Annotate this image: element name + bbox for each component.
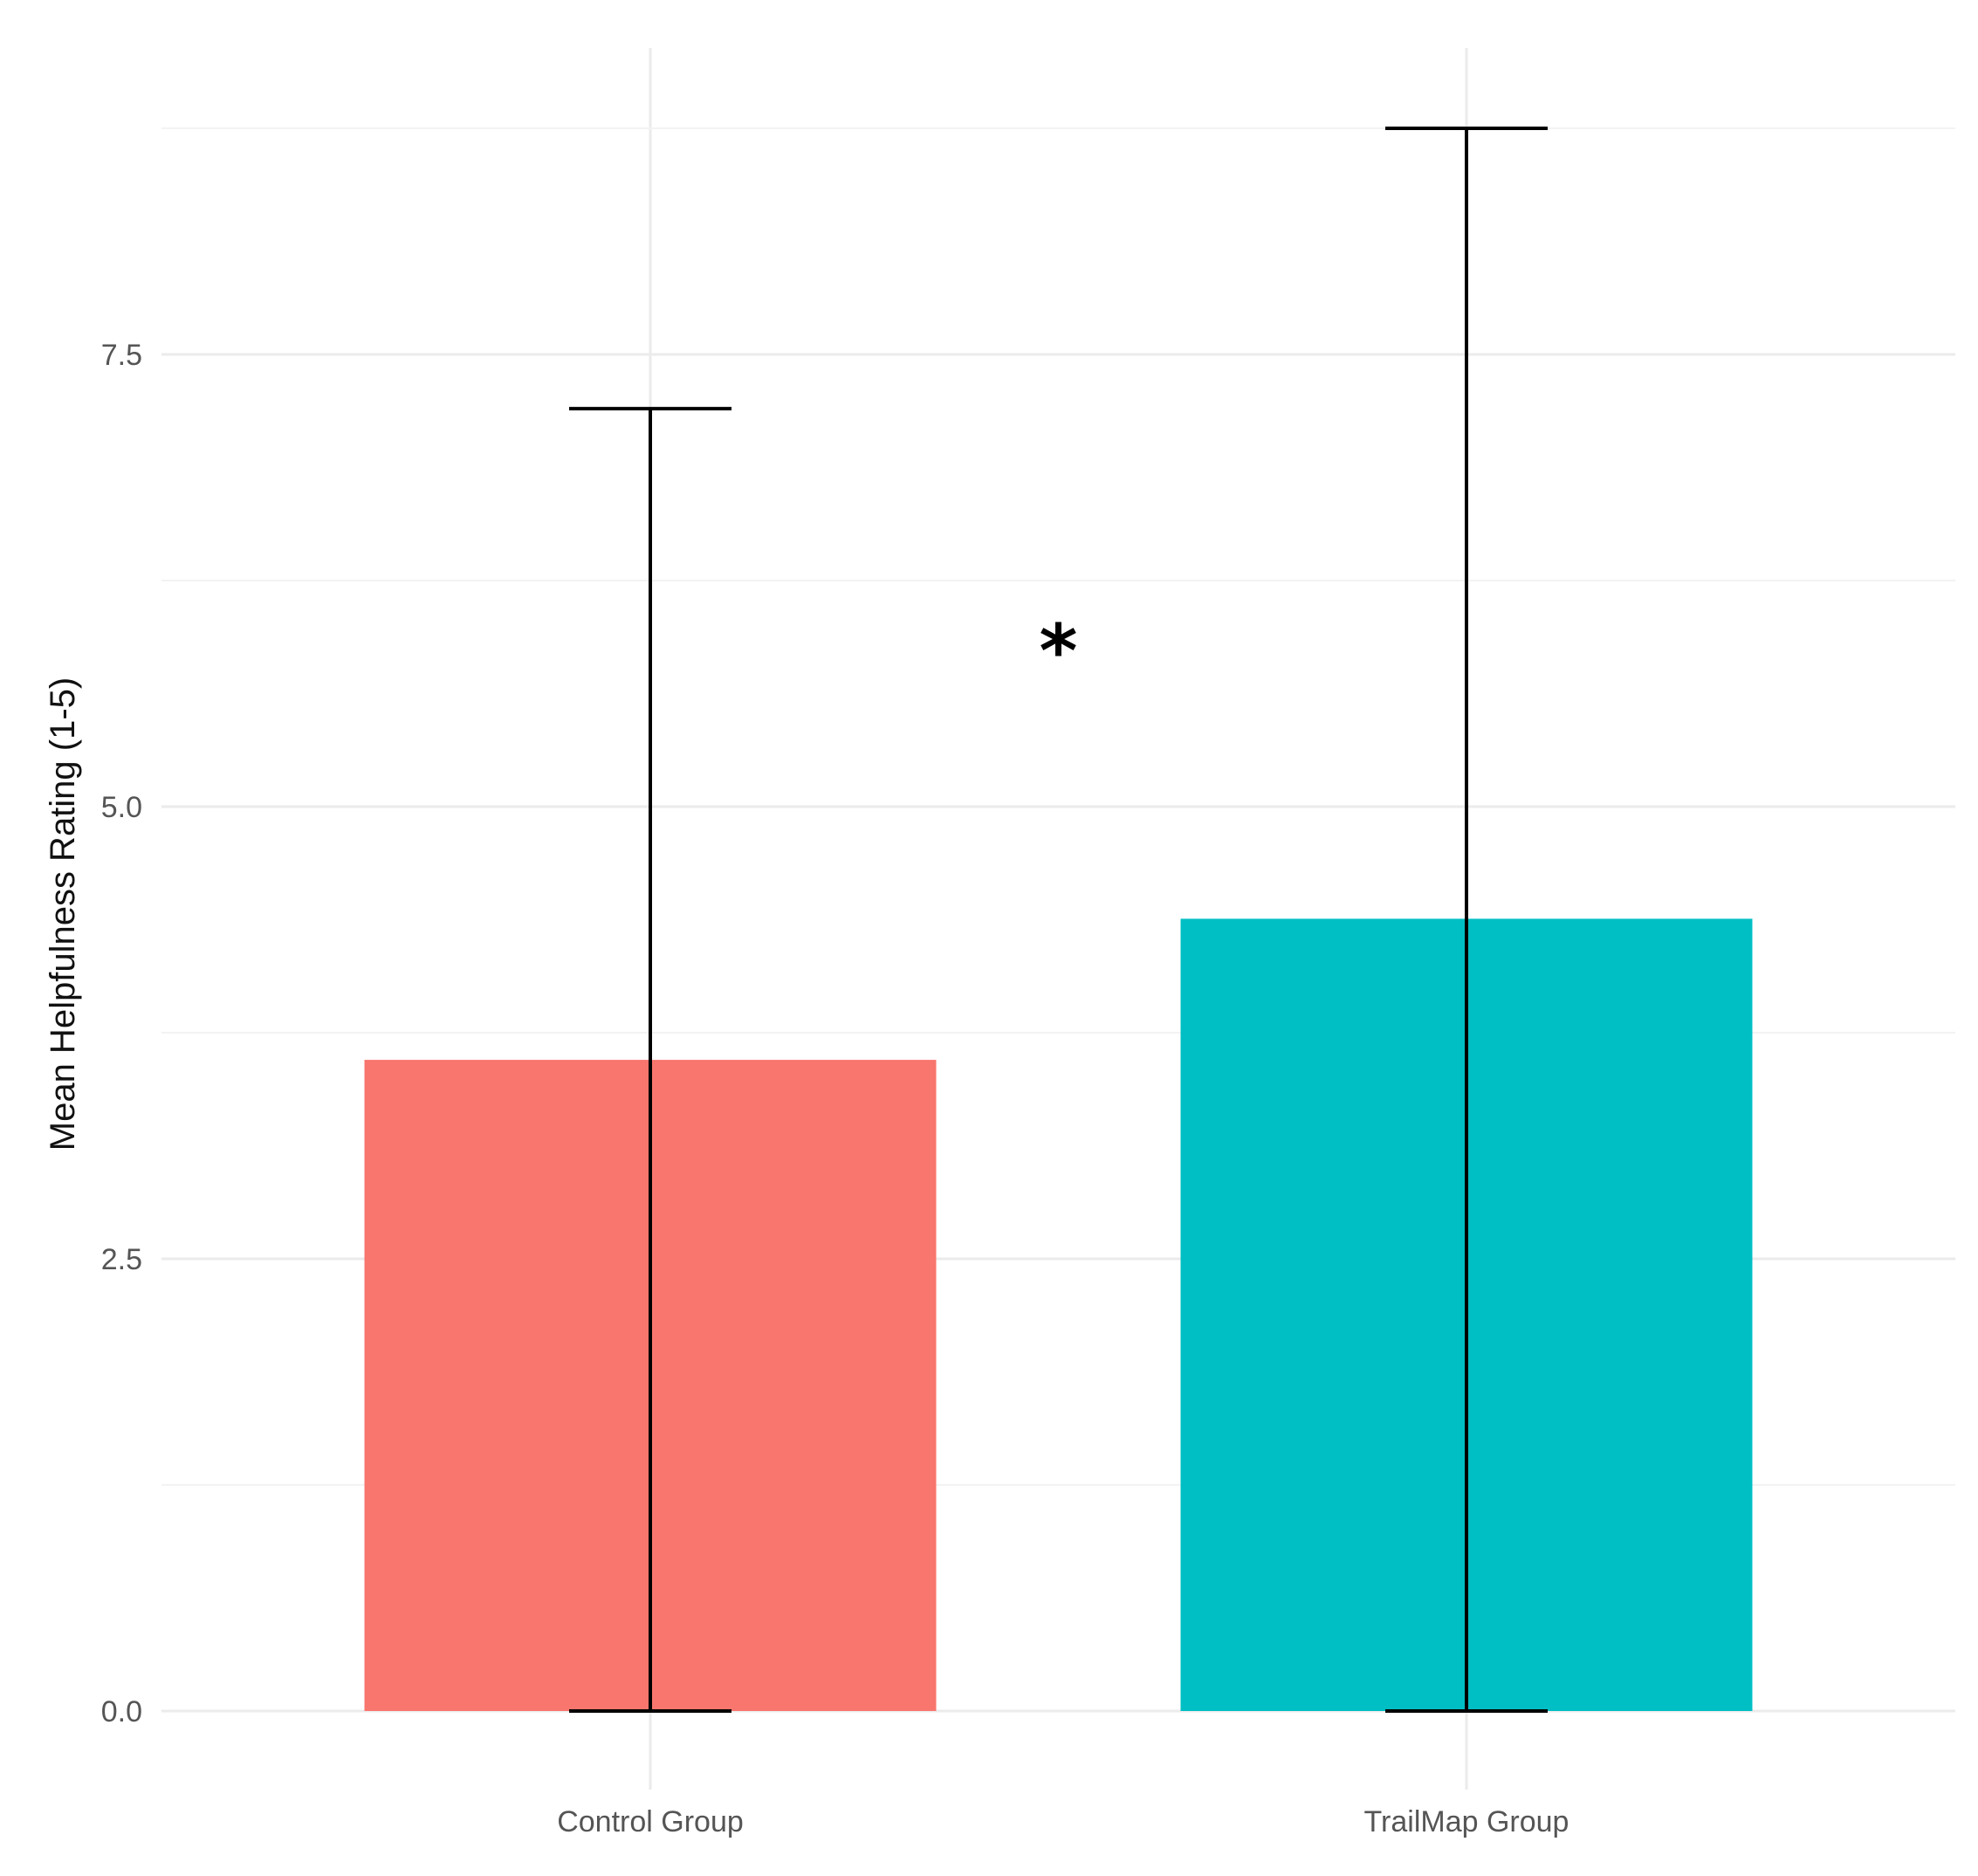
significance-marker: * — [1040, 608, 1078, 694]
x-tick-label: Control Group — [557, 1805, 744, 1838]
error-bar-trailmap-group — [1385, 127, 1548, 1713]
bars — [364, 918, 1753, 1711]
y-tick-label: 7.5 — [101, 339, 142, 372]
error-bar-control-group — [569, 407, 731, 1713]
y-axis-title: Mean Helpfulness Rating (1-5) — [44, 677, 82, 1151]
error-bars — [569, 127, 1548, 1713]
x-axis-ticks: Control Group TrailMap Group — [557, 1805, 1569, 1838]
y-tick-label: 0.0 — [101, 1695, 142, 1728]
x-tick-label: TrailMap Group — [1364, 1805, 1569, 1838]
y-axis-ticks: 0.0 2.5 5.0 7.5 — [101, 339, 142, 1728]
y-tick-label: 2.5 — [101, 1243, 142, 1276]
annotations: * — [1040, 608, 1078, 694]
y-tick-label: 5.0 — [101, 791, 142, 824]
